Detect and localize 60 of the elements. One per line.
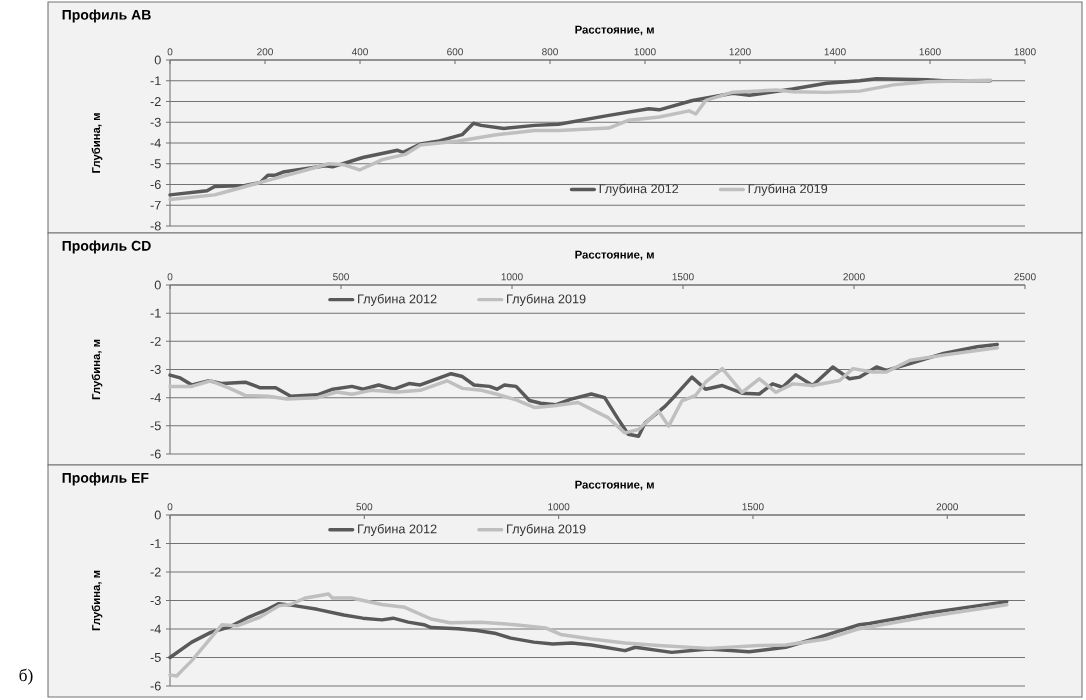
x-tick-label: 0 <box>167 48 173 56</box>
legend-label: Глубина 2012 <box>358 293 437 306</box>
x-tick-label: 600 <box>447 48 463 56</box>
y-tick-label: -6 <box>150 180 161 189</box>
legend-label: Глубина 2012 <box>599 183 679 196</box>
y-axis-title: Глубина, м <box>91 570 103 631</box>
y-tick-label: -2 <box>150 567 161 577</box>
y-tick-label: -4 <box>150 138 161 148</box>
y-tick-label: 0 <box>154 55 161 65</box>
x-tick-label: 0 <box>167 503 173 511</box>
legend-label: Глубина 2019 <box>507 524 586 536</box>
y-tick-label: -3 <box>150 596 161 605</box>
x-axis-title: Расстояние, м <box>575 480 654 491</box>
x-tick-label: 0 <box>167 273 173 281</box>
y-tick-label: -1 <box>150 308 161 318</box>
y-axis-title: Глубина, м <box>91 113 103 173</box>
y-axis-title: Глубина, м <box>91 339 103 400</box>
y-tick-label: -6 <box>150 449 161 459</box>
y-tick-label: -4 <box>150 393 161 403</box>
x-tick-label: 1000 <box>634 48 656 56</box>
y-tick-label: -5 <box>150 421 161 431</box>
legend-label: Глубина 2019 <box>507 293 586 306</box>
x-tick-label: 500 <box>356 503 373 511</box>
y-tick-label: -1 <box>150 539 161 548</box>
x-tick-label: 500 <box>333 273 349 281</box>
chart-title: Профиль EF <box>62 472 149 486</box>
y-tick-label: -5 <box>150 653 161 662</box>
y-tick-label: -6 <box>150 681 161 691</box>
x-tick-label: 1200 <box>729 48 751 56</box>
y-tick-label: -8 <box>150 221 161 231</box>
x-tick-label: 1000 <box>501 273 523 281</box>
y-tick-label: 0 <box>154 280 161 290</box>
text: б) <box>19 668 33 685</box>
x-tick-label: 1800 <box>1014 48 1036 56</box>
x-tick-label: 800 <box>542 48 558 56</box>
chart-title: Профиль AB <box>62 9 151 23</box>
y-tick-label: -4 <box>150 624 161 634</box>
x-tick-label: 1500 <box>742 503 764 511</box>
x-tick-label: 2000 <box>843 273 865 281</box>
y-tick-label: 0 <box>154 510 161 520</box>
x-tick-label: 2000 <box>936 503 958 511</box>
y-tick-label: -1 <box>150 76 161 86</box>
y-tick-label: -3 <box>150 117 161 127</box>
x-axis-title: Расстояние, м <box>575 25 654 36</box>
x-axis-title: Расстояние, м <box>575 250 654 261</box>
x-tick-label: 1600 <box>919 48 941 56</box>
y-tick-label: -2 <box>150 97 161 106</box>
x-tick-label: 200 <box>257 48 273 56</box>
y-tick-label: -3 <box>150 365 161 374</box>
legend-label: Глубина 2019 <box>748 183 828 196</box>
legend-label: Глубина 2012 <box>358 524 437 536</box>
chart-title: Профиль CD <box>62 240 151 254</box>
x-tick-label: 1000 <box>548 503 570 511</box>
y-tick-label: -5 <box>150 159 161 169</box>
x-tick-label: 400 <box>351 48 368 56</box>
x-tick-label: 2500 <box>1014 273 1036 281</box>
y-tick-label: -2 <box>150 336 161 346</box>
x-tick-label: 1400 <box>824 48 846 56</box>
x-tick-label: 1500 <box>672 273 694 281</box>
y-tick-label: -7 <box>150 200 161 210</box>
